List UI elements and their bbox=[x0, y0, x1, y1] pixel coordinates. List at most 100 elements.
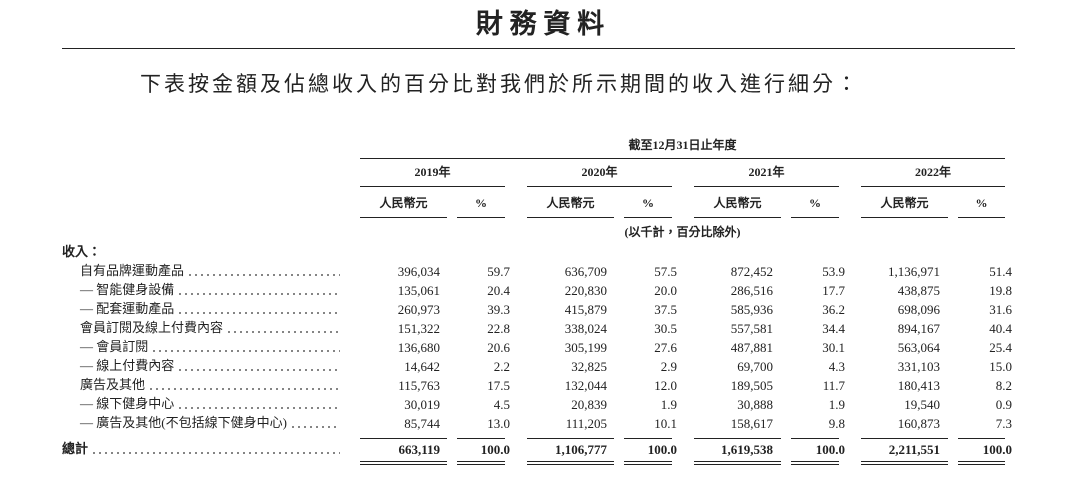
cell: 585,936 bbox=[730, 302, 773, 317]
dot-leader bbox=[177, 368, 340, 372]
cell: 872,452 bbox=[730, 264, 773, 279]
cell: 39.3 bbox=[487, 302, 510, 317]
cell: 85,744 bbox=[404, 416, 440, 431]
cell: 100.0 bbox=[815, 442, 845, 457]
row-label-text: — 配套運動產品 bbox=[80, 301, 175, 316]
rule bbox=[861, 461, 948, 462]
cell: 0.9 bbox=[995, 397, 1012, 412]
cell: 19,540 bbox=[904, 397, 940, 412]
cell: 1,136,971 bbox=[888, 264, 940, 279]
cell: 100.0 bbox=[982, 442, 1012, 457]
cell: 189,505 bbox=[730, 378, 773, 393]
year-header: 2022年 bbox=[914, 165, 951, 179]
row-label-text: 廣告及其他 bbox=[80, 377, 146, 392]
dot-leader bbox=[177, 311, 340, 315]
rule bbox=[62, 48, 1015, 49]
row-label: — 配套運動產品 bbox=[80, 301, 340, 317]
row-label-text: — 智能健身設備 bbox=[80, 282, 175, 297]
rule bbox=[624, 461, 672, 462]
cell: 20.0 bbox=[654, 283, 677, 298]
cell: 338,024 bbox=[564, 321, 607, 336]
cell: 11.7 bbox=[822, 378, 845, 393]
cell: 305,199 bbox=[564, 340, 607, 355]
cell: 111,205 bbox=[565, 416, 607, 431]
col-header: 人民幣元 bbox=[546, 196, 595, 210]
cell: 331,103 bbox=[897, 359, 940, 374]
cell: 30.5 bbox=[654, 321, 677, 336]
cell: 20,839 bbox=[571, 397, 607, 412]
row-label-text: 會員訂閱及線上付費內容 bbox=[80, 320, 224, 335]
cell: 100.0 bbox=[647, 442, 677, 457]
col-header: % bbox=[475, 196, 487, 210]
dot-leader bbox=[187, 273, 340, 277]
cell: 2,211,551 bbox=[888, 442, 940, 457]
rule bbox=[360, 158, 1005, 159]
rule bbox=[360, 217, 447, 218]
cell: 30,019 bbox=[404, 397, 440, 412]
row-label-text: 總計 bbox=[62, 441, 89, 456]
rule bbox=[360, 438, 447, 439]
rule bbox=[958, 217, 1005, 218]
rule bbox=[527, 186, 672, 187]
cell: 40.4 bbox=[989, 321, 1012, 336]
cell: 1,619,538 bbox=[721, 442, 773, 457]
cell: 260,973 bbox=[397, 302, 440, 317]
cell: 8.2 bbox=[995, 378, 1012, 393]
cell: 160,873 bbox=[897, 416, 940, 431]
subtitle: 下表按金額及佔總收入的百分比對我們於所示期間的收入進行細分： bbox=[140, 72, 860, 96]
row-label-text: — 線上付費內容 bbox=[80, 358, 175, 373]
row-label: 廣告及其他 bbox=[80, 377, 340, 393]
cell: 180,413 bbox=[897, 378, 940, 393]
rule bbox=[457, 217, 505, 218]
col-header: 人民幣元 bbox=[713, 196, 762, 210]
rule bbox=[791, 438, 839, 439]
cell: 36.2 bbox=[822, 302, 845, 317]
cell: 20.6 bbox=[487, 340, 510, 355]
rule bbox=[457, 461, 505, 462]
rule bbox=[360, 461, 447, 462]
cell: 396,034 bbox=[397, 264, 440, 279]
rule bbox=[527, 438, 614, 439]
row-label: 總計 bbox=[62, 441, 340, 457]
rule bbox=[527, 464, 614, 465]
rule bbox=[527, 217, 614, 218]
cell: 17.5 bbox=[487, 378, 510, 393]
cell: 894,167 bbox=[897, 321, 940, 336]
cell: 1.9 bbox=[660, 397, 677, 412]
rule bbox=[360, 464, 447, 465]
cell: 7.3 bbox=[995, 416, 1012, 431]
rule bbox=[694, 186, 839, 187]
cell: 12.0 bbox=[654, 378, 677, 393]
dot-leader bbox=[177, 292, 340, 296]
cell: 34.4 bbox=[822, 321, 845, 336]
dot-leader bbox=[148, 387, 340, 391]
cell: 132,044 bbox=[564, 378, 607, 393]
rule bbox=[861, 186, 1005, 187]
unit-note: (以千計，百分比除外) bbox=[624, 225, 741, 239]
cell: 636,709 bbox=[564, 264, 607, 279]
cell: 22.8 bbox=[487, 321, 510, 336]
rule bbox=[791, 461, 839, 462]
row-label: — 線下健身中心 bbox=[80, 396, 340, 412]
cell: 19.8 bbox=[989, 283, 1012, 298]
cell: 25.4 bbox=[989, 340, 1012, 355]
cell: 27.6 bbox=[654, 340, 677, 355]
col-header: % bbox=[809, 196, 821, 210]
rule bbox=[457, 438, 505, 439]
dot-leader bbox=[177, 406, 340, 410]
dot-leader bbox=[226, 330, 340, 334]
rule bbox=[958, 438, 1005, 439]
rule bbox=[360, 186, 505, 187]
col-header: % bbox=[975, 196, 988, 210]
rule bbox=[694, 464, 781, 465]
period: 截至12月31日止年度 bbox=[628, 138, 737, 152]
title: 財 務 資 料 bbox=[475, 9, 605, 39]
cell: 1.9 bbox=[828, 397, 845, 412]
cell: 59.7 bbox=[487, 264, 510, 279]
row-label: — 智能健身設備 bbox=[80, 282, 340, 298]
rule bbox=[694, 438, 781, 439]
section-label: 收入： bbox=[62, 244, 102, 259]
rule bbox=[624, 217, 672, 218]
row-label-text: 自有品牌運動產品 bbox=[80, 263, 185, 278]
